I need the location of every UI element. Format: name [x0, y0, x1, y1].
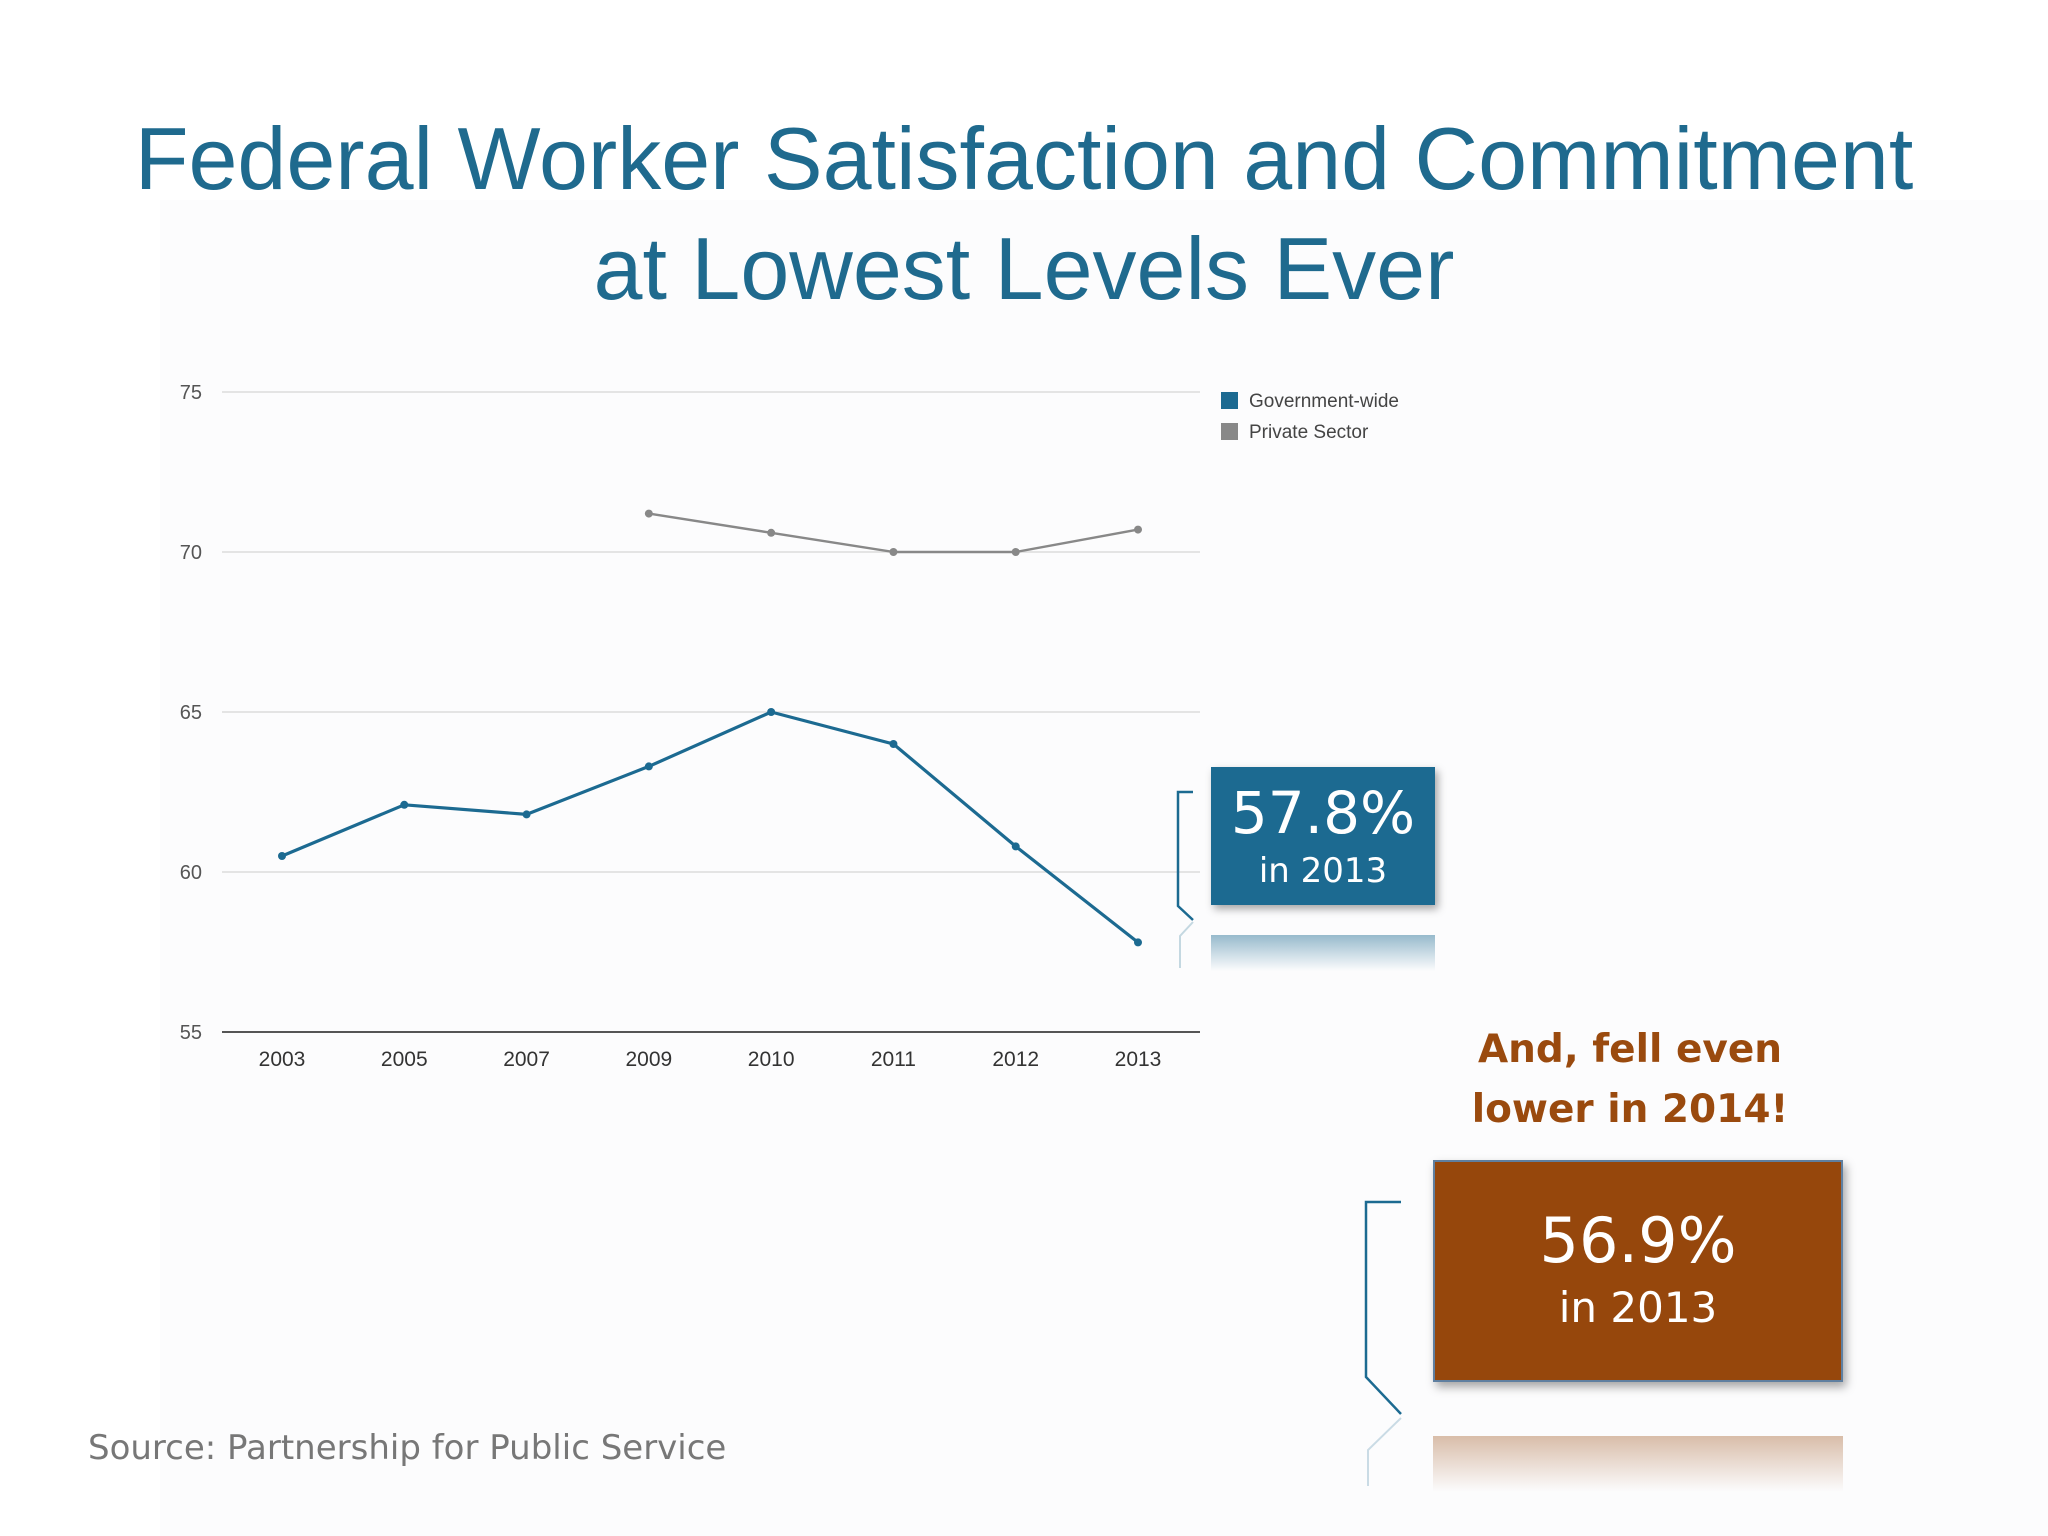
data-point [400, 800, 409, 809]
data-point [1011, 842, 1020, 851]
slide-title: Federal Worker Satisfaction and Commitme… [0, 104, 2048, 324]
legend: Government-wide Private Sector [1221, 391, 1399, 443]
callout-2014-value: 56.9% in 2013 [1433, 1160, 1843, 1382]
callout-2014-caption: in 2013 [1558, 1283, 1718, 1332]
data-point [889, 548, 898, 556]
bracket-brown-reflection [1367, 1417, 1402, 1486]
x-tick-label: 2010 [748, 1048, 795, 1071]
y-axis-ticks: 55 60 65 70 75 [180, 382, 202, 1044]
data-point [522, 810, 531, 819]
data-point [1134, 525, 1142, 534]
note-2014: And, fell even lower in 2014! [1420, 1020, 1840, 1140]
x-tick-label: 2003 [259, 1048, 306, 1071]
note-line-1: And, fell even [1477, 1027, 1783, 1072]
legend-swatch [1221, 392, 1238, 409]
series [278, 509, 1142, 947]
x-tick-label: 2013 [1115, 1048, 1162, 1071]
bracket-blue-reflection [1179, 921, 1194, 968]
callout-2014-reflection [1433, 1436, 1843, 1492]
data-point [278, 852, 286, 860]
legend-swatch [1221, 423, 1238, 440]
bracket-brown [1364, 1200, 1402, 1415]
series-line [281, 710, 1139, 944]
callout-2013-percent: 57.8% [1230, 779, 1416, 847]
data-point [767, 708, 776, 716]
y-tick-label: 65 [180, 702, 202, 724]
x-tick-label: 2009 [625, 1048, 672, 1071]
callout-2014-percent: 56.9% [1539, 1204, 1737, 1277]
x-tick-label: 2012 [992, 1048, 1039, 1071]
x-tick-label: 2011 [871, 1048, 916, 1071]
series-line [648, 512, 1139, 554]
series-private-sector [644, 509, 1142, 556]
gridlines [222, 391, 1200, 1033]
data-point [644, 509, 653, 518]
legend-label: Government-wide [1249, 391, 1399, 412]
y-tick-label: 55 [180, 1022, 202, 1044]
series-government-wide [278, 708, 1142, 947]
data-point [889, 740, 898, 748]
note-line-2: lower in 2014! [1471, 1087, 1789, 1132]
title-line-2: at Lowest Levels Ever [593, 219, 1455, 318]
y-tick-label: 70 [180, 542, 202, 564]
x-tick-label: 2007 [503, 1048, 550, 1071]
source-credit: Source: Partnership for Public Service [88, 1428, 727, 1468]
y-tick-label: 75 [180, 382, 202, 404]
data-point [767, 528, 776, 537]
y-tick-label: 60 [180, 862, 202, 884]
callout-2013-caption: in 2013 [1258, 851, 1388, 891]
bracket-blue [1176, 790, 1194, 921]
title-line-1: Federal Worker Satisfaction and Commitme… [134, 109, 1914, 208]
x-axis-ticks: 2003 2005 2007 2009 2010 2011 2012 2013 [259, 1048, 1162, 1071]
data-point [644, 762, 653, 771]
legend-label: Private Sector [1249, 422, 1369, 443]
callout-2013-value: 57.8% in 2013 [1211, 767, 1435, 905]
x-tick-label: 2005 [381, 1048, 428, 1071]
callout-2013-reflection [1211, 935, 1435, 971]
data-point [1134, 938, 1142, 947]
data-point [1011, 548, 1020, 556]
